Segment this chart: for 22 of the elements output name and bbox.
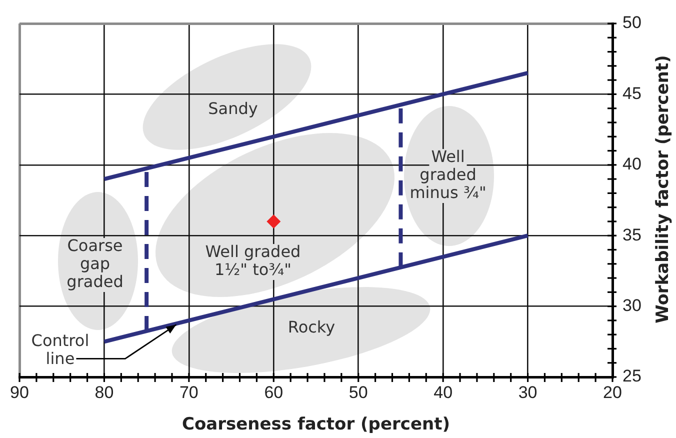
x-tick-label: 40 [434, 382, 453, 402]
annotation: Well graded minus ¾" [410, 147, 486, 202]
annotation: Well graded 1½" to¾" [205, 242, 301, 280]
y-tick-label: 40 [622, 154, 642, 174]
y-axis-title: Workability factor (percent) [652, 55, 673, 324]
x-tick-label: 60 [264, 382, 284, 402]
x-axis-title: Coarseness factor (percent) [182, 414, 450, 434]
annotation: Control line [31, 330, 90, 368]
x-tick-label: 20 [603, 382, 622, 402]
x-tick-label: 70 [179, 382, 198, 402]
annotation: Coarse gap graded [66, 236, 124, 292]
annotation: Sandy [208, 99, 258, 118]
annotation: Rocky [288, 318, 336, 337]
y-tick-label: 25 [622, 366, 642, 386]
x-tick-label: 30 [518, 382, 538, 402]
y-tick-label: 50 [622, 13, 642, 32]
y-tick-label: 35 [622, 225, 642, 244]
y-tick-label: 45 [622, 84, 642, 103]
x-tick-label: 90 [10, 382, 29, 402]
y-tick-label: 30 [622, 296, 642, 315]
x-tick-label: 50 [348, 382, 368, 402]
x-tick-label: 80 [94, 382, 114, 402]
